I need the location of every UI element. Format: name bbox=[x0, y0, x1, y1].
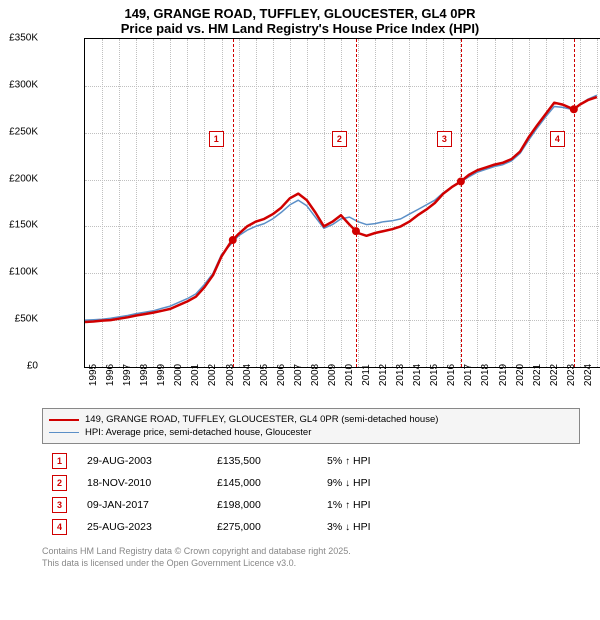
arrow-icon: ↓ bbox=[345, 478, 350, 489]
sale-index-box: 3 bbox=[52, 497, 67, 513]
series-hpi bbox=[85, 95, 597, 320]
axis-host: 1995199619971998199920002001200220032004… bbox=[42, 38, 590, 368]
footer: Contains HM Land Registry data © Crown c… bbox=[42, 546, 600, 569]
sale-price: £135,500 bbox=[207, 450, 317, 472]
sale-index-box: 2 bbox=[52, 475, 67, 491]
x-tick-label: 1998 bbox=[139, 364, 150, 386]
x-tick-label: 2004 bbox=[242, 364, 253, 386]
x-tick-label: 2021 bbox=[532, 364, 543, 386]
legend: 149, GRANGE ROAD, TUFFLEY, GLOUCESTER, G… bbox=[42, 408, 580, 444]
legend-label: HPI: Average price, semi-detached house,… bbox=[85, 427, 311, 438]
sale-delta: 9% ↓ HPI bbox=[317, 472, 381, 494]
x-tick-label: 2003 bbox=[225, 364, 236, 386]
y-tick-label: £350K bbox=[0, 33, 38, 44]
footer-line-2: This data is licensed under the Open Gov… bbox=[42, 558, 600, 570]
event-marker: 1 bbox=[209, 131, 224, 147]
y-tick-label: £50K bbox=[0, 314, 38, 325]
legend-swatch bbox=[49, 432, 79, 433]
x-tick-label: 2015 bbox=[429, 364, 440, 386]
y-tick-label: £250K bbox=[0, 126, 38, 137]
event-marker: 2 bbox=[332, 131, 347, 147]
sale-delta: 1% ↑ HPI bbox=[317, 494, 381, 516]
title-line-1: 149, GRANGE ROAD, TUFFLEY, GLOUCESTER, G… bbox=[0, 6, 600, 21]
sale-date: 29-AUG-2003 bbox=[77, 450, 207, 472]
title-line-2: Price paid vs. HM Land Registry's House … bbox=[0, 21, 600, 36]
event-line bbox=[356, 39, 357, 367]
y-tick-label: £150K bbox=[0, 220, 38, 231]
y-tick-label: £300K bbox=[0, 79, 38, 90]
x-tick-label: 2020 bbox=[515, 364, 526, 386]
x-tick-label: 2001 bbox=[190, 364, 201, 386]
table-row: 2 18-NOV-2010£145,0009% ↓ HPI bbox=[42, 472, 381, 494]
y-tick-label: £200K bbox=[0, 173, 38, 184]
sale-date: 18-NOV-2010 bbox=[77, 472, 207, 494]
event-marker: 4 bbox=[550, 131, 565, 147]
sale-index-box: 4 bbox=[52, 519, 67, 535]
legend-row: 149, GRANGE ROAD, TUFFLEY, GLOUCESTER, G… bbox=[49, 413, 573, 426]
chart-container: 149, GRANGE ROAD, TUFFLEY, GLOUCESTER, G… bbox=[0, 0, 600, 620]
x-tick-label: 2006 bbox=[276, 364, 287, 386]
sale-date: 09-JAN-2017 bbox=[77, 494, 207, 516]
x-tick-label: 2016 bbox=[446, 364, 457, 386]
sale-index-box: 1 bbox=[52, 453, 67, 469]
sale-delta: 3% ↓ HPI bbox=[317, 516, 381, 538]
table-row: 4 25-AUG-2023£275,0003% ↓ HPI bbox=[42, 516, 381, 538]
x-tick-label: 1999 bbox=[156, 364, 167, 386]
x-tick-label: 2011 bbox=[361, 364, 372, 386]
arrow-icon: ↓ bbox=[345, 522, 350, 533]
x-tick-label: 2002 bbox=[207, 364, 218, 386]
event-marker: 3 bbox=[437, 131, 452, 147]
x-tick-label: 2000 bbox=[173, 364, 184, 386]
x-tick-label: 2019 bbox=[498, 364, 509, 386]
series-svg bbox=[85, 39, 600, 367]
table-row: 3 09-JAN-2017£198,0001% ↑ HPI bbox=[42, 494, 381, 516]
legend-label: 149, GRANGE ROAD, TUFFLEY, GLOUCESTER, G… bbox=[85, 414, 438, 425]
sale-price: £145,000 bbox=[207, 472, 317, 494]
x-tick-label: 2012 bbox=[378, 364, 389, 386]
footer-line-1: Contains HM Land Registry data © Crown c… bbox=[42, 546, 600, 558]
x-tick-label: 2008 bbox=[310, 364, 321, 386]
sales-table: 1 29-AUG-2003£135,5005% ↑ HPI 2 18-NOV-2010… bbox=[42, 450, 381, 538]
x-tick-label: 2018 bbox=[480, 364, 491, 386]
x-tick-label: 2007 bbox=[293, 364, 304, 386]
event-line bbox=[461, 39, 462, 367]
arrow-icon: ↑ bbox=[345, 500, 350, 511]
table-row: 1 29-AUG-2003£135,5005% ↑ HPI bbox=[42, 450, 381, 472]
y-tick-label: £0 bbox=[0, 361, 38, 372]
sale-price: £198,000 bbox=[207, 494, 317, 516]
x-tick-label: 1997 bbox=[122, 364, 133, 386]
title-block: 149, GRANGE ROAD, TUFFLEY, GLOUCESTER, G… bbox=[0, 0, 600, 38]
x-tick-label: 2022 bbox=[549, 364, 560, 386]
x-tick-label: 1996 bbox=[105, 364, 116, 386]
x-tick-label: 2005 bbox=[259, 364, 270, 386]
x-tick-label: 2024 bbox=[583, 364, 594, 386]
x-tick-label: 2014 bbox=[412, 364, 423, 386]
sale-delta: 5% ↑ HPI bbox=[317, 450, 381, 472]
arrow-icon: ↑ bbox=[345, 456, 350, 467]
sale-price: £275,000 bbox=[207, 516, 317, 538]
x-tick-label: 2023 bbox=[566, 364, 577, 386]
x-tick-label: 2010 bbox=[344, 364, 355, 386]
y-tick-label: £100K bbox=[0, 267, 38, 278]
event-line bbox=[233, 39, 234, 367]
event-line bbox=[574, 39, 575, 367]
sale-date: 25-AUG-2023 bbox=[77, 516, 207, 538]
x-tick-label: 2013 bbox=[395, 364, 406, 386]
legend-swatch bbox=[49, 419, 79, 421]
legend-row: HPI: Average price, semi-detached house,… bbox=[49, 426, 573, 439]
plot-area: 1995199619971998199920002001200220032004… bbox=[84, 38, 600, 368]
x-tick-label: 2009 bbox=[327, 364, 338, 386]
x-tick-label: 2017 bbox=[463, 364, 474, 386]
x-tick-label: 1995 bbox=[88, 364, 99, 386]
